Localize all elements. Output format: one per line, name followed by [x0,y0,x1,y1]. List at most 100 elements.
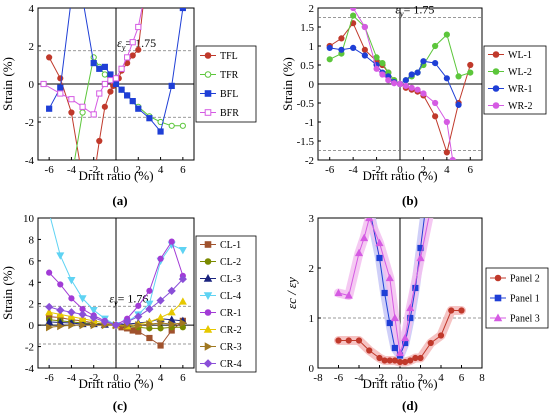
data-point-b-3-9 [414,86,421,93]
ytick-label-b-4: 0 [309,79,315,91]
data-point-a-2-12 [135,105,142,112]
data-point-a-2-16 [179,8,186,12]
data-point-c-7-6 [111,321,121,330]
data-point-a-1-1 [69,176,74,181]
data-point-a-1-0 [58,176,63,181]
data-point-a-2-4 [90,60,97,67]
yield-annotation-b: εy= 1.75 [395,3,434,19]
data-point-c-6-11 [168,320,176,329]
legend-label-d-1: Panel 1 [510,294,540,305]
data-point-c-6-4 [90,321,98,330]
xlabel-d: Drift ratio (%) [362,376,437,391]
panel-a: -6 -4 -2 0 2 4 6 -4 -2 0 2 4 Drift ratio (%) Strain (… [0,0,257,208]
data-point-c-5-11 [167,308,176,316]
legend-marker-b-0 [492,51,500,58]
data-point-b-3-1 [361,23,368,31]
legend-label-b-3: WR-2 [508,101,532,112]
legend-marker-a-3 [204,109,212,116]
data-point-b-0-14 [443,149,450,156]
data-point-d-0-16 [458,307,465,314]
legend-marker-d-2 [493,313,503,322]
data-point-b-3-11 [432,99,439,107]
data-point-d-0-4 [376,354,383,362]
data-point-c-7-7 [123,317,132,327]
ytick-label-c-4: 4 [29,277,35,289]
data-point-c-7-2 [67,308,76,317]
legend-label-c-5: CR-2 [220,325,242,336]
data-point-a-3-5 [96,90,103,97]
data-point-b-3-8 [408,84,415,91]
legend-marker-a-1 [204,71,212,78]
panel-c: -6 -4 -2 0 2 4 6 -4 -2 0 2 4 6 8 10 Drift ratio (%) Stra… [0,210,257,413]
series-group-c [45,210,188,349]
data-point-d-1-0 [367,205,372,210]
data-point-a-0-15 [141,0,146,1]
data-point-b-2-14 [443,75,450,82]
data-point-b-2-2 [350,44,357,52]
data-point-b-2-15 [455,101,462,109]
data-point-a-1-15 [179,122,186,129]
ytick-label-a-0: -4 [25,155,35,167]
data-point-b-0-1 [338,35,345,42]
data-point-d-0-7 [391,357,398,364]
data-point-a-2-2 [69,0,74,1]
legend-label-a-1: TFR [220,70,239,81]
data-point-d-0-15 [448,307,455,314]
data-point-d-0-2 [355,337,363,344]
data-point-b-1-0 [326,56,333,63]
xtick-label-a-4: 2 [136,164,142,176]
data-point-b-3-5 [391,80,398,87]
ytick-label-d-0: 0 [309,363,315,375]
xtick-label-d-8: 8 [479,372,485,384]
legend-a: TFL TFR BFL BFR [195,45,257,123]
data-point-b-3-7 [402,82,409,90]
ylabel-c: Strain (%) [0,266,15,320]
xlabel-a: Drift ratio (%) [78,168,153,183]
legend-marker-a-2 [204,90,212,97]
legend-label-a-0: TFL [220,51,238,62]
data-point-b-3-4 [385,77,392,84]
data-point-c-6-3 [79,321,87,330]
data-point-d-1-4 [391,344,398,352]
data-point-b-0-3 [361,46,368,53]
data-point-b-3-6 [396,80,404,88]
data-point-b-2-0 [326,44,333,52]
legend-label-d-2: Panel 3 [510,314,540,325]
legend-marker-c-2 [203,274,213,282]
ytick-label-b-1: -1.5 [297,136,315,148]
sublabel-b: (b) [402,193,418,208]
data-point-a-2-13 [146,115,153,122]
xtick-label-a-5: 4 [158,164,164,176]
data-point-c-0-11 [146,334,153,342]
data-point-c-5-12 [178,297,187,305]
ytick-label-c-7: 10 [23,213,35,225]
legend-label-c-4: CR-1 [220,308,242,319]
data-point-a-2-7 [107,71,114,78]
data-point-d-0-1 [345,337,352,344]
legend-c: CL-1 CL-2 CL-3 CL-4 CR-1 CR-2 CR-3 CR-4 [195,235,257,373]
data-point-d-0-11 [412,354,419,362]
data-point-c-3-0 [46,210,52,216]
data-point-a-0-14 [135,46,142,53]
data-point-d-2-4 [365,218,374,222]
data-point-b-2-11 [414,69,421,76]
data-point-b-3-13 [449,156,456,160]
xtick-label-b-4: 2 [421,164,427,176]
data-point-c-4-10 [157,255,164,262]
data-point-a-3-3 [79,103,86,110]
legend-marker-c-5 [203,325,213,333]
panel-d: -8 -6 -4 -2 0 2 4 6 8 0 1 2 3 Drift ratio (%) εc / εy (… [284,205,549,413]
legend-label-a-2: BFL [220,89,238,100]
xtick-label-d-4: 0 [397,372,403,384]
data-point-d-2-9 [401,333,410,342]
data-point-a-3-8 [112,75,120,82]
xtick-label-c-0: -6 [45,372,55,384]
data-point-c-7-10 [156,296,165,305]
xtick-label-b-6: 6 [468,164,474,176]
series-line-b-2 [329,47,460,106]
data-point-c-7-0 [45,302,54,312]
data-point-d-2-10 [406,303,415,312]
legend-marker-a-0 [204,52,212,59]
legend-label-c-2: CL-3 [220,274,241,285]
data-point-c-6-0 [46,323,54,332]
